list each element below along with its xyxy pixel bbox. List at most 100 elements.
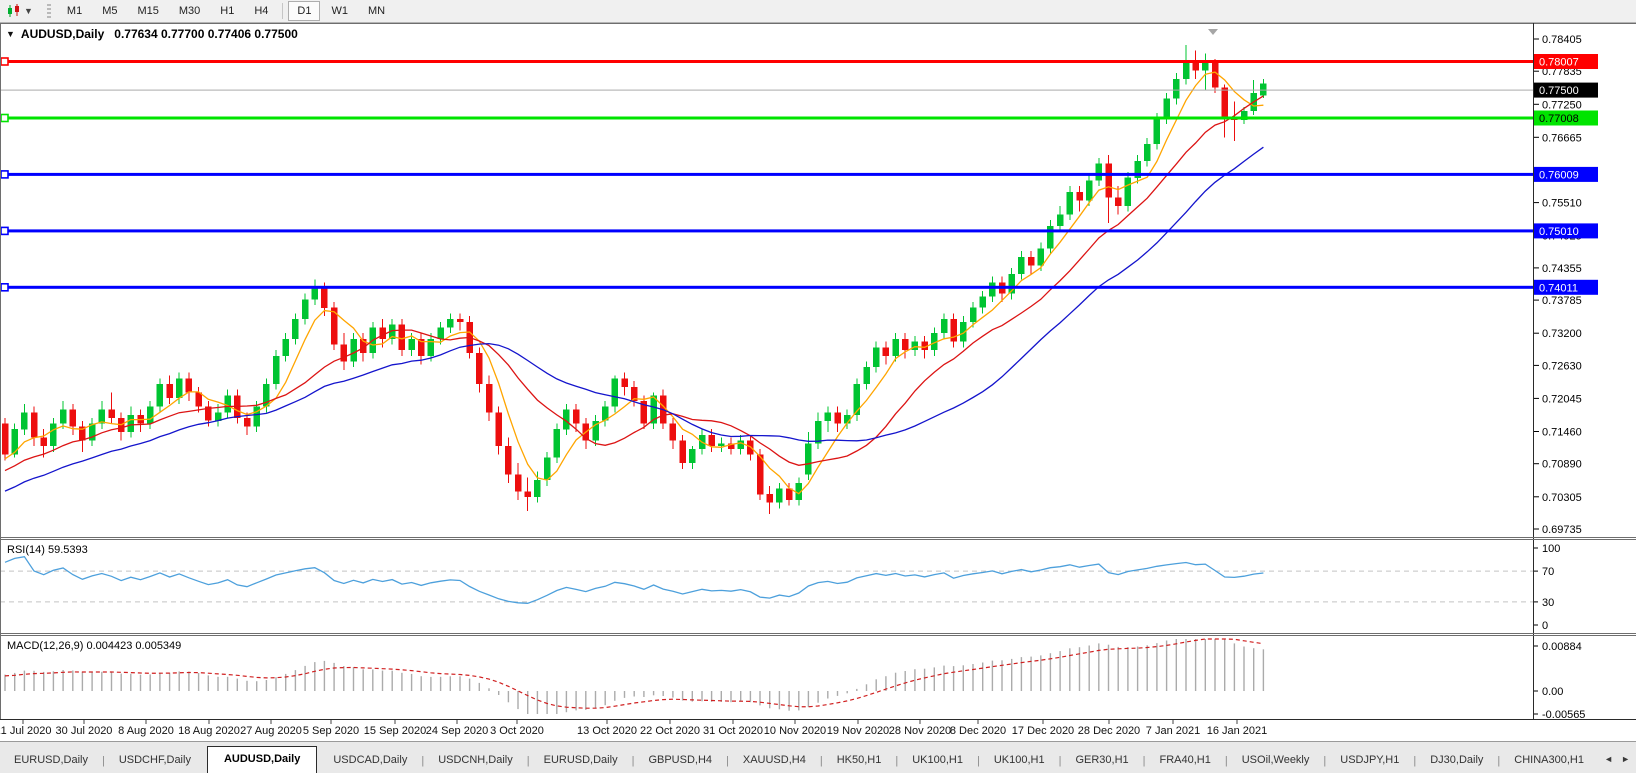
date-axis-label: 15 Sep 2020 xyxy=(364,725,426,737)
timeframe-button-M5[interactable]: M5 xyxy=(102,5,118,17)
date-axis-label: 28 Dec 2020 xyxy=(1078,725,1140,737)
tab-separator: | xyxy=(726,755,729,767)
timeframe-button-M15[interactable]: M15 xyxy=(137,5,159,17)
macd-signal-line xyxy=(4,638,1264,709)
tab-separator: | xyxy=(895,755,899,767)
price-axis-tick: 0.69735 xyxy=(1542,524,1582,536)
price-label: 0.75010 xyxy=(1539,226,1579,238)
moving-average-5 xyxy=(4,71,1264,495)
chart-title: ▼ AUDUSD,Daily 0.77634 0.77700 0.77406 0… xyxy=(6,27,298,41)
tab-eurusd-daily[interactable]: EURUSD,Daily xyxy=(543,754,618,766)
price-line-0.74011[interactable] xyxy=(0,285,1533,289)
price-label-box xyxy=(1534,110,1598,126)
price-line-0.77008[interactable] xyxy=(0,116,1533,120)
price-label: 0.76009 xyxy=(1539,169,1579,181)
tab-uk100-h1[interactable]: UK100,H1 xyxy=(993,754,1045,766)
date-axis-label: 10 Nov 2020 xyxy=(764,725,826,737)
timeframe-button-M30[interactable]: M30 xyxy=(178,5,201,17)
line-anchor[interactable] xyxy=(0,282,9,292)
timeframe-button-H4[interactable]: H4 xyxy=(254,5,269,17)
line-anchor[interactable] xyxy=(0,57,9,66)
macd-axis-tick: -0.00565 xyxy=(1542,709,1585,721)
tab-separator: | xyxy=(1058,755,1062,767)
timeframe-button-D1[interactable]: D1 xyxy=(288,1,321,21)
tab-china300-h1[interactable]: CHINA300,H1 xyxy=(1514,754,1584,766)
moving-average-13 xyxy=(4,95,1264,472)
tab-dj30-daily[interactable]: DJ30,Daily xyxy=(1430,754,1484,766)
tab-separator: | xyxy=(1224,755,1228,767)
tab-ger30-h1[interactable]: GER30,H1 xyxy=(1075,754,1129,766)
tab-xauusd-h4[interactable]: XAUUSD,H4 xyxy=(742,754,806,766)
macd-axis-tick: 0.00 xyxy=(1542,686,1563,698)
tab-usdchf-daily[interactable]: USDCHF,Daily xyxy=(118,754,191,766)
tab-eurusd-daily[interactable]: EURUSD,Daily xyxy=(14,754,88,766)
macd-panel xyxy=(4,638,1265,714)
rsi-axis-tick: 0 xyxy=(1542,620,1548,632)
date-axis-label: 16 Jan 2021 xyxy=(1207,725,1268,737)
price-label: 0.78007 xyxy=(1539,57,1579,69)
macd-label: MACD(12,26,9) 0.004423 0.005349 xyxy=(7,640,182,652)
chart-shift-marker-icon[interactable] xyxy=(1208,29,1218,35)
date-axis-label: 30 Jul 2020 xyxy=(56,725,113,737)
chart-tabs: EURUSD,Daily | USDCHF,Daily AUDUSD,Daily USD… xyxy=(0,745,1598,773)
candles xyxy=(1,44,1267,514)
price-axis-tick: 0.70890 xyxy=(1542,459,1582,471)
price-line-0.78007[interactable] xyxy=(0,60,1533,63)
main-chart-panel[interactable] xyxy=(0,44,1533,514)
collapse-chevron-icon[interactable]: ▼ xyxy=(6,29,15,39)
tab-scroll-right-icon[interactable]: ► xyxy=(1621,754,1630,764)
tab-separator: | xyxy=(1413,755,1417,767)
timeframe-button-M1[interactable]: M1 xyxy=(66,5,83,17)
price-label-box xyxy=(1534,54,1598,69)
rsi-label: RSI(14) 59.5393 xyxy=(7,544,88,556)
date-axis-label: 7 Jan 2021 xyxy=(1146,725,1200,737)
line-anchor[interactable] xyxy=(0,113,9,123)
date-axis-label: 19 Nov 2020 xyxy=(827,725,889,737)
tab-usdcad-daily[interactable]: USDCAD,Daily xyxy=(333,754,408,766)
tab-usdjpy-h1[interactable]: USDJPY,H1 xyxy=(1340,754,1400,766)
price-label-box xyxy=(1534,223,1598,239)
tab-separator: | xyxy=(631,755,635,767)
line-anchor[interactable] xyxy=(0,226,9,236)
chart-tab-bar: EURUSD,Daily | USDCHF,Daily AUDUSD,Daily USD… xyxy=(0,741,1636,773)
price-axis-tick: 0.71460 xyxy=(1542,427,1582,439)
price-line-0.75010[interactable] xyxy=(0,229,1533,233)
chevron-down-icon: ▼ xyxy=(24,6,33,16)
tab-separator: | xyxy=(101,755,105,767)
tab-separator: | xyxy=(526,755,530,767)
timeframe-button-MN[interactable]: MN xyxy=(367,5,386,17)
timeframe-buttons: M1 M5 M15 M30 H1 H4 D1 W1 MN xyxy=(57,1,395,21)
date-axis-label: 13 Oct 2020 xyxy=(577,725,637,737)
price-axis-tick: 0.76665 xyxy=(1542,132,1582,144)
price-line-0.77500[interactable] xyxy=(0,89,1533,91)
price-axis-tick: 0.77835 xyxy=(1542,66,1582,78)
rsi-axis-tick: 30 xyxy=(1542,597,1554,609)
tab-separator: | xyxy=(819,755,823,767)
tab-audusd-daily[interactable]: AUDUSD,Daily xyxy=(206,746,318,773)
tab-separator: | xyxy=(976,755,980,767)
tab-gbpusd-h4[interactable]: GBPUSD,H4 xyxy=(648,754,713,766)
toolbar-grip[interactable] xyxy=(46,4,51,18)
rsi-panel xyxy=(4,555,1264,604)
tab-uk100-h1[interactable]: UK100,H1 xyxy=(912,754,963,766)
tab-usoil-weekly[interactable]: USOil,Weekly xyxy=(1241,754,1310,766)
price-line-0.76009[interactable] xyxy=(0,172,1533,176)
line-anchor[interactable] xyxy=(0,170,9,179)
chart-type-button[interactable]: ▼ xyxy=(0,0,37,22)
timeframe-toolbar: ▼ M1 M5 M15 M30 H1 H4 D1 W1 MN xyxy=(0,0,1636,23)
candlestick-chart-icon xyxy=(8,4,19,17)
tab-hk50-h1[interactable]: HK50,H1 xyxy=(836,754,882,766)
date-axis-label: 18 Aug 2020 xyxy=(178,725,240,737)
timeframe-button-W1[interactable]: W1 xyxy=(331,5,348,17)
rsi-axis-tick: 100 xyxy=(1542,543,1560,555)
rsi-axis-tick: 70 xyxy=(1542,566,1554,578)
tab-scroll-left-icon[interactable]: ◄ xyxy=(1604,754,1614,764)
tab-fra40-h1[interactable]: FRA40,H1 xyxy=(1159,754,1211,766)
moving-average-25 xyxy=(4,146,1264,492)
date-axis-label: 27 Aug 2020 xyxy=(240,725,302,737)
price-axis-tick: 0.78405 xyxy=(1542,34,1582,46)
tab-usdcnh-daily[interactable]: USDCNH,Daily xyxy=(438,754,513,766)
timeframe-button-H1[interactable]: H1 xyxy=(220,5,235,17)
